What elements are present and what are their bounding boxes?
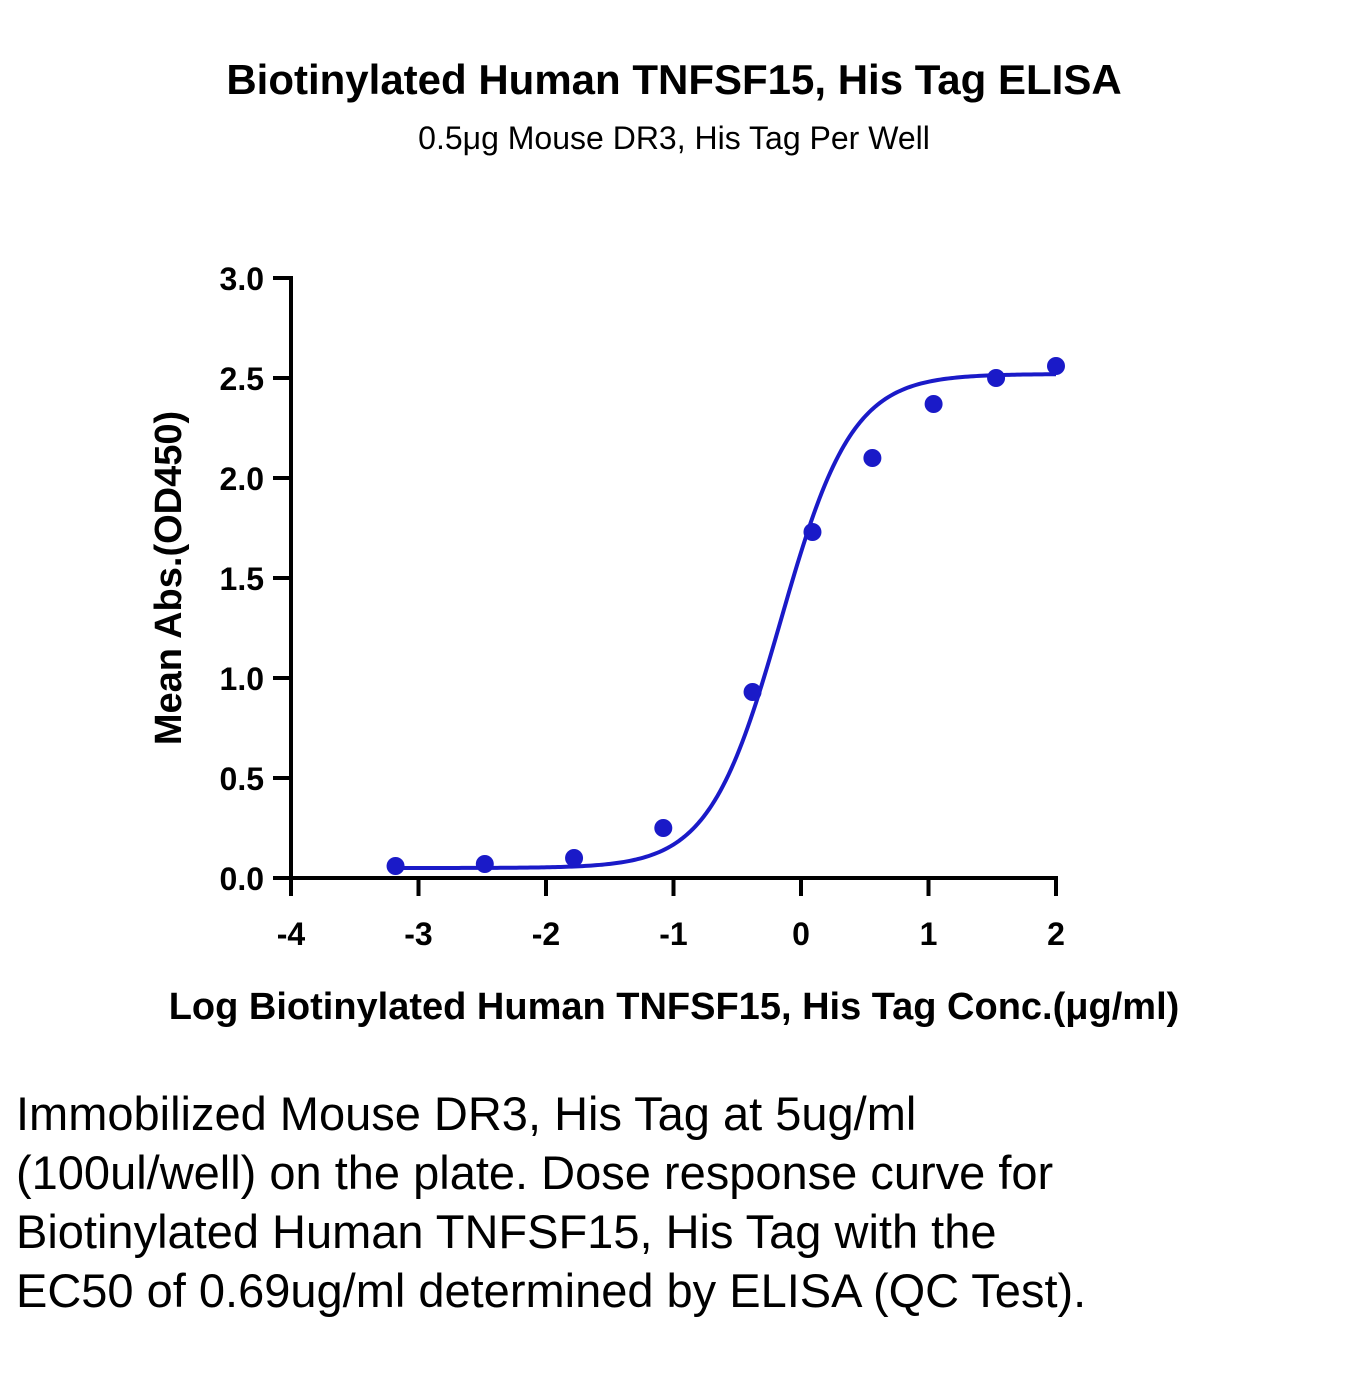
data-point [654, 819, 673, 837]
x-axis-label: Log Biotinylated Human TNFSF15, His Tag … [169, 986, 1180, 1028]
data-point [386, 857, 405, 875]
x-tick-label: 2 [1047, 916, 1065, 952]
data-point [565, 849, 584, 867]
figure-caption: Immobilized Mouse DR3, His Tag at 5ug/ml… [16, 1087, 1087, 1317]
x-tick-label: 0 [792, 916, 810, 952]
data-point [803, 523, 822, 541]
data-point [743, 683, 762, 701]
x-tick-label: -2 [532, 916, 560, 952]
fit-curve [395, 372, 1057, 870]
data-point [924, 395, 943, 413]
x-axis: -4 -3 -2 -1 0 1 2 [277, 876, 1065, 952]
chart-title: Biotinylated Human TNFSF15, His Tag ELIS… [226, 56, 1121, 103]
x-tick-label: -3 [404, 916, 432, 952]
data-point [475, 855, 494, 873]
data-point [1047, 357, 1065, 375]
y-tick-label: 3.0 [220, 261, 264, 297]
y-tick-label: 1.5 [220, 561, 264, 597]
chart-subtitle: 0.5μg Mouse DR3, His Tag Per Well [418, 120, 930, 156]
data-point [863, 449, 882, 467]
y-tick-label: 2.0 [220, 461, 264, 497]
y-tick-label: 0.5 [220, 761, 264, 797]
data-point [987, 369, 1006, 387]
y-tick-label: 0.0 [220, 861, 264, 897]
y-tick-label: 1.0 [220, 661, 264, 697]
x-tick-label: -4 [277, 916, 306, 952]
y-axis-label: Mean Abs.(OD450) [148, 411, 190, 745]
x-tick-label: -1 [659, 916, 687, 952]
y-axis: 0.0 0.5 1.0 1.5 2.0 2.5 3.0 [220, 261, 293, 897]
x-tick-label: 1 [920, 916, 938, 952]
elisa-chart: Biotinylated Human TNFSF15, His Tag ELIS… [148, 56, 1180, 1028]
y-tick-label: 2.5 [220, 361, 264, 397]
